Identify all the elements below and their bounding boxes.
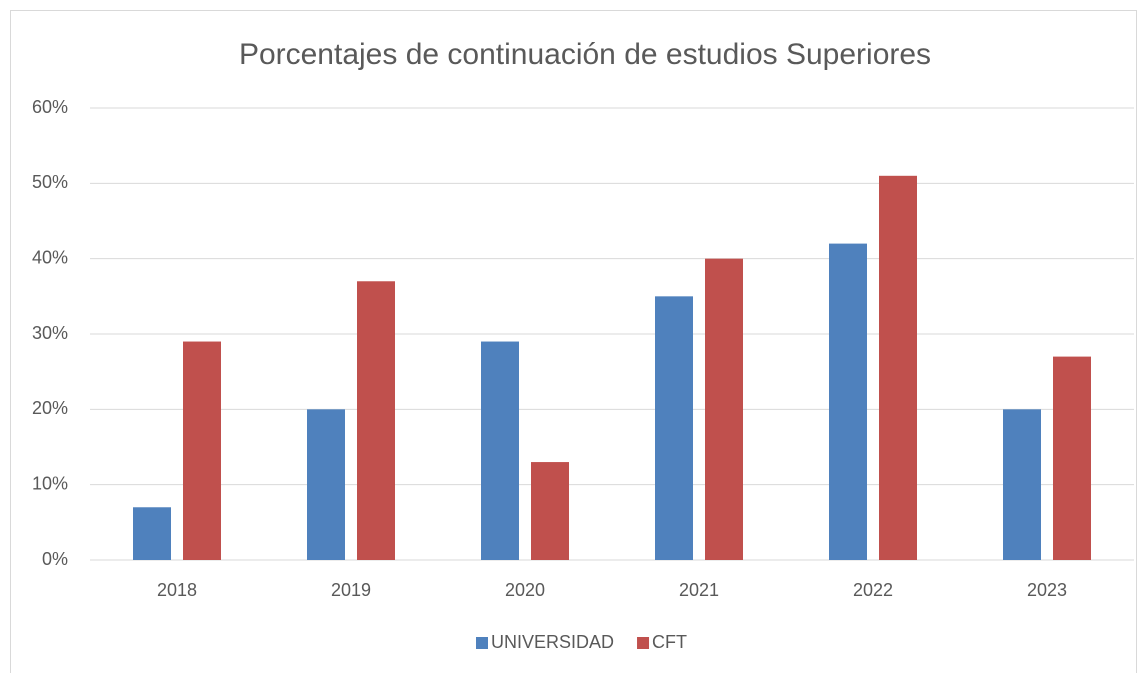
y-tick-label: 60% (32, 97, 68, 117)
y-tick-label: 20% (32, 398, 68, 418)
y-tick-label: 30% (32, 323, 68, 343)
x-tick-label: 2023 (1027, 580, 1067, 600)
bar (481, 341, 519, 560)
y-tick-label: 10% (32, 473, 68, 493)
x-tick-label: 2021 (679, 580, 719, 600)
bar (1053, 356, 1091, 560)
bar (307, 409, 345, 560)
legend-swatch (637, 637, 650, 649)
y-tick-label: 0% (42, 549, 68, 569)
legend-label: UNIVERSIDAD (491, 632, 614, 652)
bar (829, 243, 867, 560)
legend-swatch (476, 637, 488, 649)
bar (705, 258, 743, 560)
x-tick-label: 2019 (331, 580, 371, 600)
bar (655, 296, 693, 560)
chart-border (10, 10, 1137, 673)
bar (183, 341, 221, 560)
x-tick-label: 2020 (505, 580, 545, 600)
chart-title: Porcentajes de continuación de estudios … (239, 38, 931, 71)
bar (1003, 409, 1041, 560)
bar (879, 175, 917, 561)
x-tick-label: 2018 (157, 580, 197, 600)
legend-label: CFT (652, 632, 687, 652)
bar (531, 462, 569, 560)
x-tick-label: 2022 (853, 580, 893, 600)
bar (133, 507, 171, 560)
y-tick-label: 40% (32, 247, 68, 267)
y-tick-label: 50% (32, 172, 68, 192)
bar (357, 281, 395, 560)
